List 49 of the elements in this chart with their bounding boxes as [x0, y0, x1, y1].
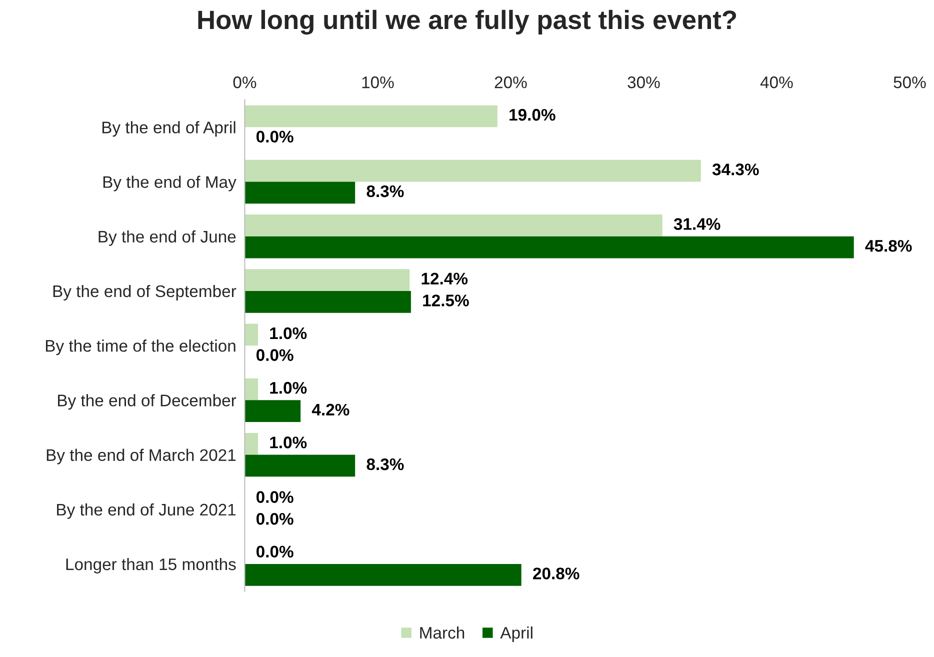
data-label: 1.0%: [270, 382, 307, 394]
data-label: 0.0%: [256, 349, 294, 361]
data-label: 0.0%: [256, 491, 294, 503]
y-tick-label: By the end of May: [103, 176, 236, 192]
data-label: 12.4%: [422, 272, 468, 284]
legend-label: April: [500, 626, 532, 642]
bar: [244, 432, 258, 455]
data-label: 8.3%: [366, 185, 404, 198]
bar: [244, 290, 411, 313]
bar: [244, 454, 356, 477]
bar: [244, 324, 258, 346]
x-tick-label: 50%: [894, 76, 926, 88]
y-tick-label: By the end of September: [53, 284, 236, 300]
data-label: 19.0%: [510, 108, 556, 121]
data-label: 31.4%: [674, 218, 720, 230]
chart-title: How long until we are fully past this event?: [198, 10, 736, 35]
data-label: 34.3%: [712, 164, 759, 176]
y-tick-label: By the time of the election: [46, 340, 236, 356]
bar: [244, 160, 701, 182]
y-tick-label: By the end of December: [58, 394, 236, 410]
data-label: 20.8%: [533, 568, 580, 580]
x-tick-label: 10%: [362, 76, 394, 88]
bar: [244, 105, 498, 128]
data-label: 45.8%: [865, 240, 912, 252]
bar: [244, 378, 258, 400]
data-label: 1.0%: [270, 327, 307, 340]
bar: [244, 269, 410, 291]
data-label: 8.3%: [366, 458, 404, 470]
legend-label: March: [420, 626, 464, 639]
data-label: 12.5%: [423, 294, 469, 306]
bar: [244, 214, 662, 236]
y-tick-label: Longer than 15 months: [66, 558, 236, 574]
y-tick-label: By the end of April: [102, 121, 236, 137]
data-label: 1.0%: [270, 436, 307, 448]
bar: [244, 236, 854, 258]
y-tick-label: By the end of June 2021: [57, 503, 236, 519]
x-tick-label: 40%: [760, 76, 793, 88]
bar: [244, 400, 301, 422]
data-label: 0.0%: [256, 546, 294, 558]
data-label: 4.2%: [312, 404, 350, 416]
bar: [244, 564, 522, 586]
x-tick-label: 30%: [628, 76, 660, 88]
x-tick-label: 20%: [494, 76, 527, 88]
y-tick-label: By the end of June: [98, 230, 236, 246]
data-label: 0.0%: [256, 130, 294, 143]
data-label: 0.0%: [256, 512, 294, 525]
x-tick-label: 0%: [233, 76, 256, 88]
bar: [244, 182, 356, 204]
y-tick-label: By the end of March 2021: [46, 448, 236, 464]
